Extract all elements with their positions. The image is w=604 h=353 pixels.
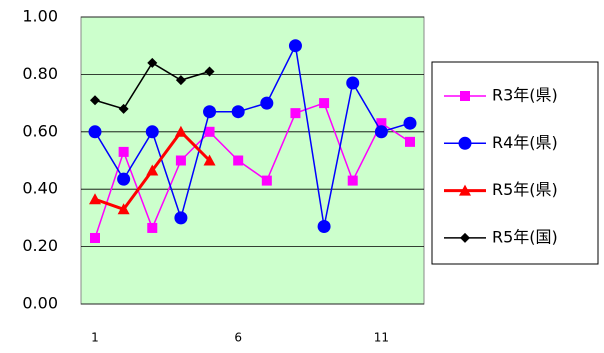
marker [90,95,100,106]
y-tick-label: 0.80 [22,64,58,83]
x-tick-label: 1 [91,331,99,345]
marker [374,125,388,139]
legend-label: R3年(県) [492,86,558,105]
legend-label: R5年(県) [492,180,558,199]
marker [288,39,302,53]
x-tick-label: 11 [374,331,389,345]
marker [174,125,187,137]
marker [347,175,358,186]
marker [146,164,159,176]
y-tick-label: 0.00 [22,294,58,313]
marker [175,155,186,166]
marker [118,146,129,157]
marker [174,211,188,225]
legend-label: R5年(国) [492,227,558,246]
legend-marker [460,232,470,243]
y-tick-label: 0.20 [22,236,58,255]
marker [233,155,244,166]
marker [231,105,245,119]
marker [260,96,274,110]
marker [118,103,129,114]
marker [147,222,158,233]
y-tick-label: 1.00 [22,7,58,26]
y-tick-label: 0.60 [22,121,58,140]
y-tick-label: 0.40 [22,179,58,198]
marker [145,125,159,139]
marker [117,172,131,186]
marker [89,193,101,205]
marker [175,75,186,86]
legend-marker [460,91,470,101]
x-tick-label: 6 [234,331,242,345]
marker [117,203,130,215]
marker [290,108,301,119]
marker [90,232,100,243]
plot-area [80,16,425,305]
marker [204,126,215,137]
marker [147,57,158,68]
marker [203,154,216,166]
series-line [94,43,411,227]
marker [403,116,417,130]
marker [346,76,360,90]
legend-marker [459,184,471,196]
marker [204,66,215,77]
marker [376,118,387,129]
marker [88,125,102,139]
marker [261,175,272,186]
legend-marker [458,136,472,150]
marker [319,98,330,109]
series-line [94,102,411,239]
marker [317,220,331,234]
marker [405,136,415,147]
marker [203,105,217,119]
legend-label: R4年(県) [492,133,558,152]
